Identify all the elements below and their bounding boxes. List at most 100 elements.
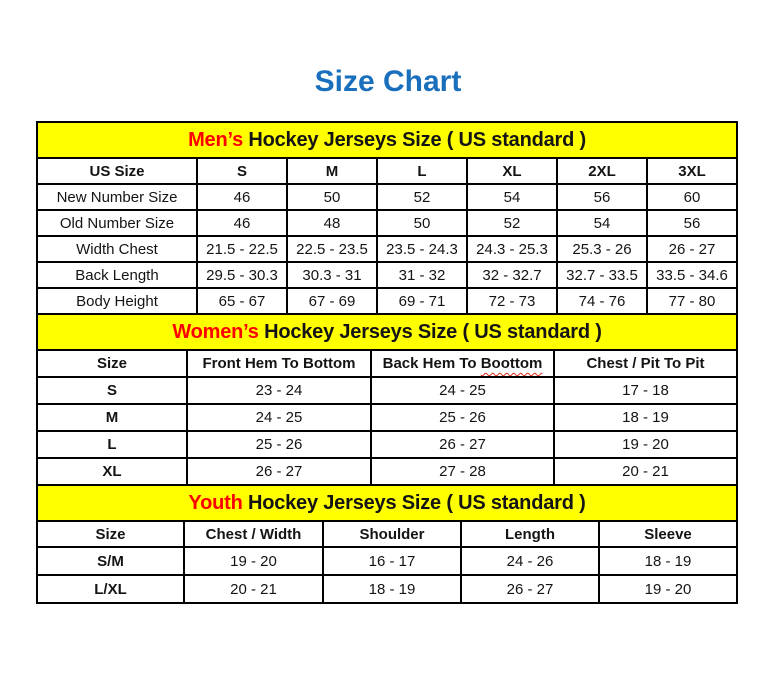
- size-value: 23.5 - 24.3: [376, 235, 468, 263]
- size-value: 24 - 25: [370, 376, 555, 405]
- column-header: 3XL: [645, 157, 739, 185]
- size-value: 72 - 73: [466, 287, 558, 315]
- womens-size-table: Women’s Hockey Jerseys Size ( US standar…: [36, 313, 738, 486]
- size-value: 23 - 24: [186, 376, 372, 405]
- size-value: 26 - 27: [186, 457, 372, 486]
- misspelled-word: Boottom: [480, 355, 543, 372]
- size-value: 26 - 27: [460, 574, 600, 604]
- size-value: 25 - 26: [370, 403, 555, 432]
- size-value: 24 - 26: [460, 546, 600, 576]
- youth-size-table: Youth Hockey Jerseys Size ( US standard …: [36, 484, 738, 604]
- row-label: S/M: [36, 546, 185, 576]
- column-header: 2XL: [556, 157, 648, 185]
- column-header-text: Back Hem To: [382, 355, 477, 372]
- row-label: Back Length: [36, 261, 198, 289]
- size-value: 19 - 20: [183, 546, 324, 576]
- table-row: S/M 19 - 20 16 - 17 24 - 26 18 - 19: [36, 546, 738, 576]
- size-value: 46: [196, 183, 288, 211]
- size-value: 27 - 28: [370, 457, 555, 486]
- mens-section-rest: Hockey Jerseys Size ( US standard ): [248, 128, 586, 151]
- table-row: New Number Size 46 50 52 54 56 60: [36, 183, 739, 211]
- row-label: New Number Size: [36, 183, 198, 211]
- youth-section-rest: Hockey Jerseys Size ( US standard ): [247, 491, 586, 514]
- row-label: Width Chest: [36, 235, 198, 263]
- size-value: 29.5 - 30.3: [196, 261, 288, 289]
- column-header: Chest / Pit To Pit: [553, 349, 738, 378]
- column-header: Chest / Width: [183, 520, 324, 548]
- size-value: 18 - 19: [598, 546, 738, 576]
- size-value: 69 - 71: [376, 287, 468, 315]
- row-label: Old Number Size: [36, 209, 198, 237]
- size-value: 33.5 - 34.6: [645, 261, 739, 289]
- size-value: 54: [556, 209, 648, 237]
- size-value: 30.3 - 31: [286, 261, 378, 289]
- womens-section-rest: Hockey Jerseys Size ( US standard ): [264, 320, 602, 343]
- size-value: 18 - 19: [322, 574, 462, 604]
- mens-size-table: Men’s Hockey Jerseys Size ( US standard …: [35, 121, 739, 315]
- size-value: 46: [196, 209, 288, 237]
- size-value: 26 - 27: [645, 235, 739, 263]
- row-label: M: [36, 403, 188, 432]
- size-value: 56: [556, 183, 648, 211]
- table-row: Back Length 29.5 - 30.3 30.3 - 31 31 - 3…: [36, 261, 739, 289]
- column-header: Back Hem To Boottom: [370, 349, 555, 378]
- mens-section-title: Men’s Hockey Jerseys Size ( US standard …: [35, 121, 739, 159]
- table-row: Body Height 65 - 67 67 - 69 69 - 71 72 -…: [36, 287, 739, 315]
- column-header: US Size: [36, 157, 198, 185]
- table-row: M 24 - 25 25 - 26 18 - 19: [36, 403, 738, 432]
- size-value: 16 - 17: [322, 546, 462, 576]
- size-value: 24.3 - 25.3: [466, 235, 558, 263]
- womens-section-title: Women’s Hockey Jerseys Size ( US standar…: [36, 313, 738, 351]
- size-value: 77 - 80: [645, 287, 739, 315]
- size-value: 24 - 25: [186, 403, 372, 432]
- size-value: 18 - 19: [553, 403, 738, 432]
- size-value: 26 - 27: [370, 430, 555, 459]
- size-value: 65 - 67: [196, 287, 288, 315]
- mens-header-row: US Size S M L XL 2XL 3XL: [36, 157, 739, 185]
- row-label: L/XL: [36, 574, 185, 604]
- table-row: XL 26 - 27 27 - 28 20 - 21: [36, 457, 738, 486]
- womens-header-row: Size Front Hem To Bottom Back Hem To Boo…: [36, 349, 738, 378]
- size-value: 52: [376, 183, 468, 211]
- column-header: S: [196, 157, 288, 185]
- womens-section-accent: Women’s: [172, 320, 259, 343]
- size-value: 31 - 32: [376, 261, 468, 289]
- row-label: L: [36, 430, 188, 459]
- size-value: 17 - 18: [553, 376, 738, 405]
- row-label: S: [36, 376, 188, 405]
- womens-section-band: Women’s Hockey Jerseys Size ( US standar…: [36, 313, 738, 351]
- size-value: 20 - 21: [183, 574, 324, 604]
- size-value: 56: [645, 209, 739, 237]
- youth-section-band: Youth Hockey Jerseys Size ( US standard …: [36, 484, 738, 522]
- table-row: L/XL 20 - 21 18 - 19 26 - 27 19 - 20: [36, 574, 738, 604]
- column-header: Size: [36, 520, 185, 548]
- table-row: Width Chest 21.5 - 22.5 22.5 - 23.5 23.5…: [36, 235, 739, 263]
- size-value: 67 - 69: [286, 287, 378, 315]
- youth-section-title: Youth Hockey Jerseys Size ( US standard …: [36, 484, 738, 522]
- mens-section-band: Men’s Hockey Jerseys Size ( US standard …: [35, 121, 739, 159]
- column-header: M: [286, 157, 378, 185]
- size-value: 32 - 32.7: [466, 261, 558, 289]
- column-header: Front Hem To Bottom: [186, 349, 372, 378]
- size-value: 32.7 - 33.5: [556, 261, 648, 289]
- column-header: Sleeve: [598, 520, 738, 548]
- table-row: Old Number Size 46 48 50 52 54 56: [36, 209, 739, 237]
- column-header: Shoulder: [322, 520, 462, 548]
- size-value: 52: [466, 209, 558, 237]
- youth-header-row: Size Chest / Width Shoulder Length Sleev…: [36, 520, 738, 548]
- row-label: XL: [36, 457, 188, 486]
- mens-section-accent: Men’s: [188, 128, 244, 151]
- table-row: S 23 - 24 24 - 25 17 - 18: [36, 376, 738, 405]
- row-label: Body Height: [36, 287, 198, 315]
- size-value: 50: [286, 183, 378, 211]
- size-value: 60: [645, 183, 739, 211]
- column-header: Length: [460, 520, 600, 548]
- size-value: 25 - 26: [186, 430, 372, 459]
- size-value: 48: [286, 209, 378, 237]
- column-header: XL: [466, 157, 558, 185]
- size-value: 19 - 20: [553, 430, 738, 459]
- size-value: 19 - 20: [598, 574, 738, 604]
- column-header: L: [376, 157, 468, 185]
- size-value: 25.3 - 26: [556, 235, 648, 263]
- youth-section-accent: Youth: [188, 491, 243, 514]
